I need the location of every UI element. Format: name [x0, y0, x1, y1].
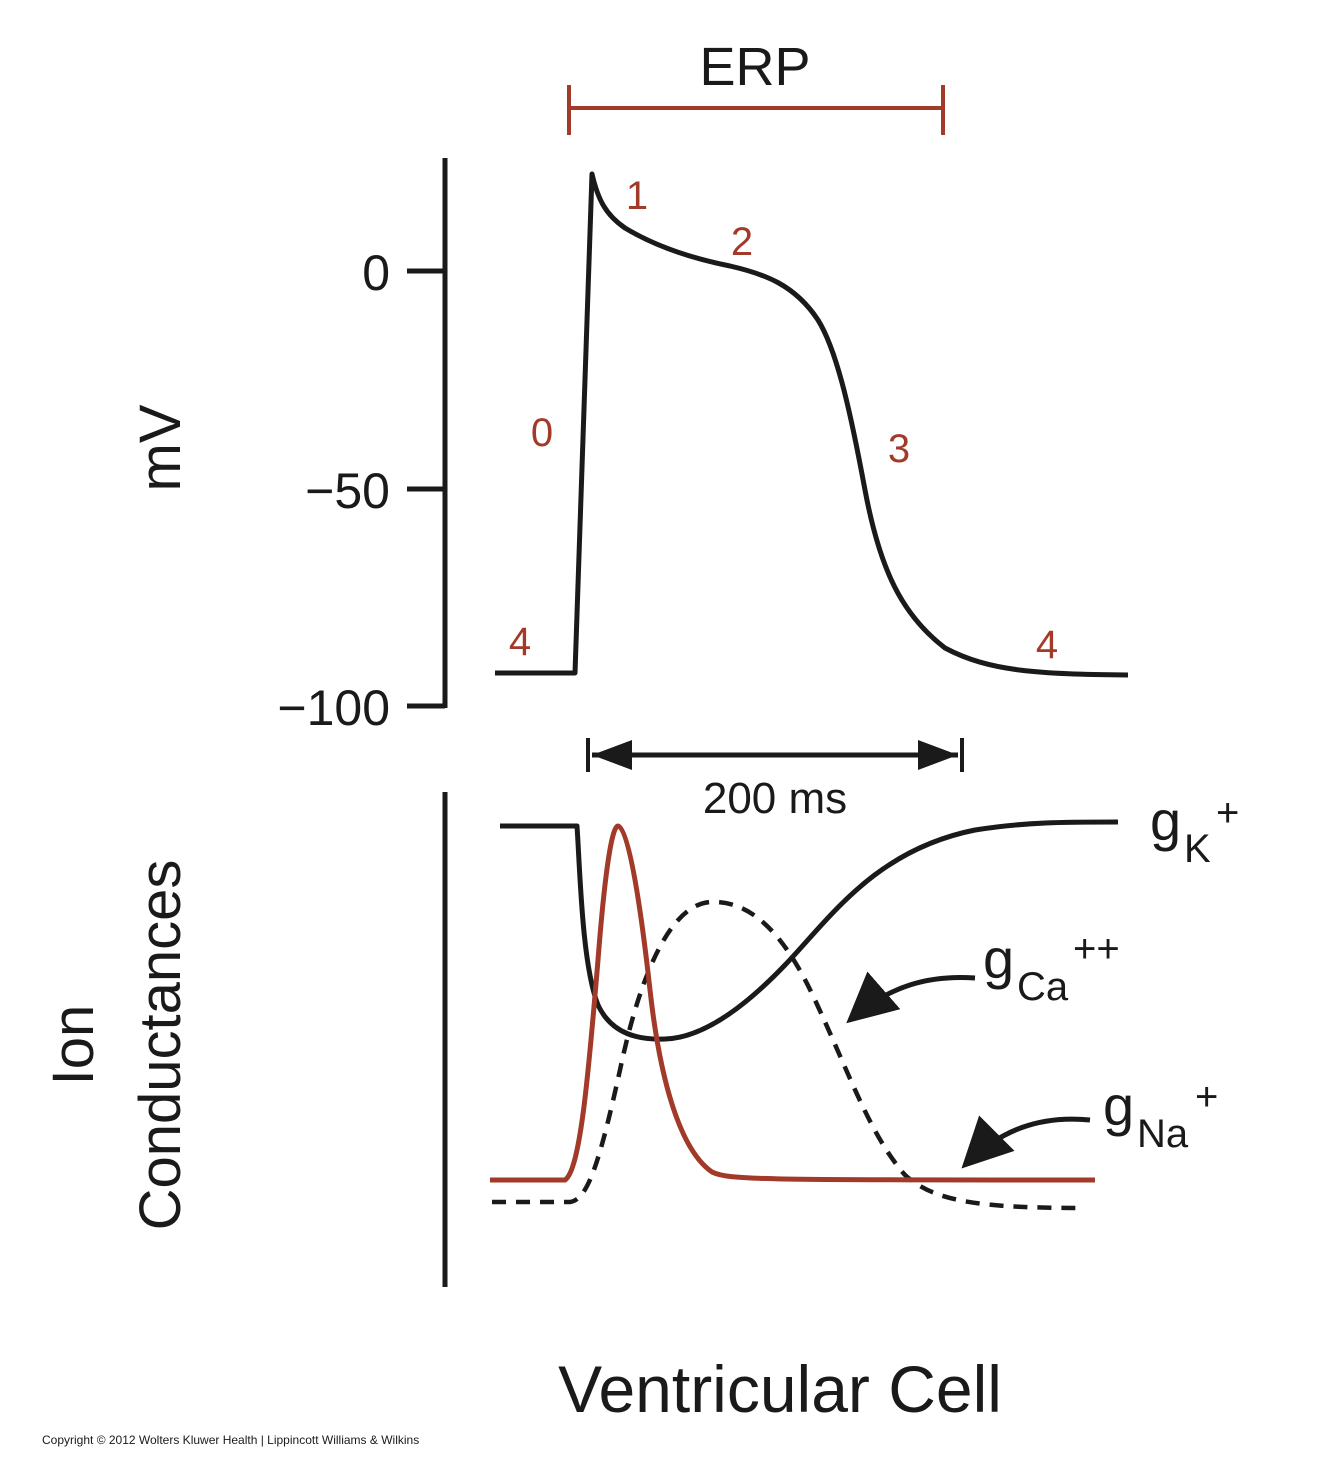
copyright-notice: Copyright © 2012 Wolters Kluwer Health |…	[42, 1433, 419, 1447]
phase-4-end-label: 4	[1036, 623, 1058, 667]
tick-label-minus-100: −100	[277, 680, 390, 736]
gna-label-subscript: Na	[1137, 1112, 1189, 1156]
action-potential-curve	[495, 171, 1129, 678]
gk-label-subscript: K	[1184, 827, 1211, 871]
gca-pointer-arrow	[846, 971, 976, 1024]
conductance-axis-label-line2: Conductances	[128, 860, 193, 1231]
gk-label-main: g	[1150, 789, 1181, 852]
gna-label-main: g	[1103, 1074, 1134, 1137]
phase-1-label: 1	[626, 174, 648, 218]
conductance-axis-label-line1: Ion	[41, 1005, 106, 1086]
phase-0-label: 0	[531, 411, 553, 455]
gca-label: g Ca ++	[983, 927, 1120, 1009]
gna-conductance-curve	[490, 823, 1096, 1183]
mv-axis	[407, 158, 448, 709]
y-axis-label-mv: mV	[128, 404, 193, 491]
phase-2-label: 2	[731, 220, 753, 264]
gca-label-superscript: ++	[1073, 927, 1120, 971]
tick-label-0: 0	[362, 245, 390, 301]
gca-label-subscript: Ca	[1017, 965, 1069, 1009]
gk-conductance-curve	[500, 819, 1119, 1042]
gna-label: g Na +	[1103, 1074, 1218, 1156]
gna-label-superscript: +	[1195, 1075, 1218, 1119]
gca-conductance-curve	[492, 899, 1086, 1211]
gk-label: g K +	[1150, 789, 1239, 871]
erp-bracket	[567, 85, 945, 135]
figure-title: Ventricular Cell	[558, 1352, 1002, 1426]
duration-arrow	[586, 738, 964, 772]
phase-3-label: 3	[888, 427, 910, 471]
phase-4-start-label: 4	[509, 620, 531, 664]
gk-label-superscript: +	[1216, 791, 1239, 835]
gna-pointer-arrow	[961, 1115, 1091, 1169]
gca-label-main: g	[983, 927, 1014, 990]
tick-label-minus-50: −50	[305, 463, 390, 519]
duration-label: 200 ms	[703, 774, 847, 823]
erp-label: ERP	[699, 37, 810, 97]
